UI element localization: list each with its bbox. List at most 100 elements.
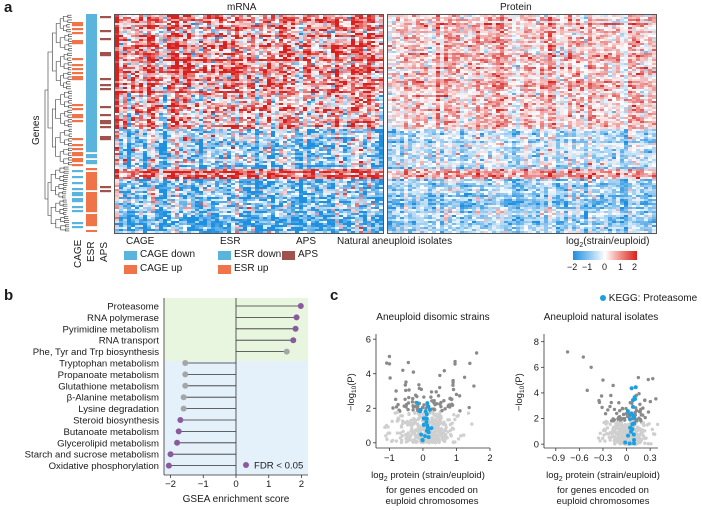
data-point [616, 417, 619, 420]
data-point [643, 441, 646, 444]
data-point [383, 426, 386, 429]
data-point [411, 397, 414, 400]
lollipop-dot [174, 440, 180, 446]
data-point [463, 376, 466, 379]
category-label: Tryptophan metabolism [59, 359, 159, 370]
data-point [620, 428, 623, 431]
data-point [415, 395, 418, 398]
data-point [608, 405, 611, 408]
data-point [413, 411, 416, 414]
data-point [399, 436, 402, 439]
annot-label-aps: APS [99, 242, 110, 262]
category-label: Phe, Tyr and Trp biosynthesis [33, 347, 159, 358]
legend-aps-title: APS [296, 236, 316, 247]
gene-dendrogram [44, 14, 72, 232]
category-label: RNA polymerase [87, 313, 159, 324]
x-tick-label: −1 [384, 452, 395, 463]
heatmap-xlabel: Natural aneuploid isolates [337, 236, 452, 247]
volcano-title: Aneuploid natural isolates [544, 312, 659, 323]
data-point [410, 422, 413, 425]
data-point [459, 434, 462, 437]
proteasome-point [424, 409, 428, 413]
x-axis-label: GSEA enrichment score [183, 494, 290, 505]
proteasome-point [424, 420, 428, 424]
category-label: Steroid biosynthesis [73, 416, 159, 427]
data-point [397, 417, 400, 420]
proteasome-point [423, 434, 427, 438]
volcano-xlabel-right-line2: for genes encoded on [538, 485, 668, 496]
data-point [453, 362, 456, 365]
data-point [643, 399, 646, 402]
data-point [640, 413, 643, 416]
legend-esr-up: ESR up [234, 263, 268, 274]
y-tick-label: 4 [534, 387, 539, 398]
lollipop-dot [294, 314, 300, 320]
category-label: Proteasome [107, 302, 159, 313]
data-point [388, 376, 391, 379]
proteasome-point [630, 422, 634, 426]
panel-a-label: a [4, 0, 12, 16]
colorbar [573, 251, 637, 260]
data-point [608, 436, 611, 439]
data-point [400, 441, 403, 444]
legend-swatch [282, 251, 295, 260]
data-point [451, 379, 454, 382]
category-label: Butanoate metabolism [64, 427, 159, 438]
proteasome-point [419, 408, 423, 412]
volcano-xlabel-line2: for genes encoded on [372, 485, 492, 496]
data-point [388, 355, 391, 358]
data-point [647, 410, 650, 413]
data-point [637, 433, 640, 436]
data-point [455, 393, 458, 396]
category-label: Propanoate metabolism [58, 370, 159, 381]
data-point [639, 410, 642, 413]
category-label: Pyrimidine metabolism [63, 324, 160, 335]
x-tick-label: −0.3 [594, 452, 613, 463]
data-point [407, 388, 410, 391]
data-point [395, 405, 398, 408]
data-point [449, 397, 452, 400]
data-point [394, 398, 397, 401]
data-point [417, 383, 420, 386]
x-tick-label: −0.6 [570, 452, 589, 463]
data-point [390, 420, 393, 423]
data-point [467, 411, 470, 414]
data-point [438, 374, 441, 377]
data-point [634, 411, 637, 414]
data-point [452, 413, 455, 416]
data-point [429, 395, 432, 398]
colorbar-title-post: (strain/euploid) [583, 236, 649, 247]
legend-swatch [218, 251, 231, 260]
xlabel-pre: log [371, 470, 384, 481]
data-point [404, 383, 407, 386]
volcano-xlabel-right: log2 protein (strain/euploid) for genes … [538, 470, 668, 507]
xlabel-pre: log [546, 470, 559, 481]
data-point [396, 431, 399, 434]
data-point [611, 384, 614, 387]
data-point [401, 430, 404, 433]
data-point [619, 440, 622, 443]
data-point [401, 369, 404, 372]
data-point [606, 420, 609, 423]
x-tick-label: 0 [624, 452, 629, 463]
data-point [443, 369, 446, 372]
data-point [449, 433, 452, 436]
category-label: Lysine degradation [78, 404, 159, 415]
legend-aps-item: APS [298, 249, 318, 260]
legend-esr-down: ESR down [234, 249, 281, 260]
data-point [430, 399, 433, 402]
data-point [639, 440, 642, 443]
legend-cage-title: CAGE [126, 236, 154, 247]
data-point [645, 423, 648, 426]
data-point [446, 418, 449, 421]
data-point [388, 362, 391, 365]
mrna-heatmap [114, 14, 384, 234]
data-point [582, 355, 585, 358]
proteasome-point [633, 395, 637, 399]
data-point [613, 408, 616, 411]
data-point [458, 394, 461, 397]
data-point [439, 421, 442, 424]
xlabel-post: protein (strain/euploid) [388, 470, 485, 481]
x-tick-label: −0.9 [547, 452, 566, 463]
